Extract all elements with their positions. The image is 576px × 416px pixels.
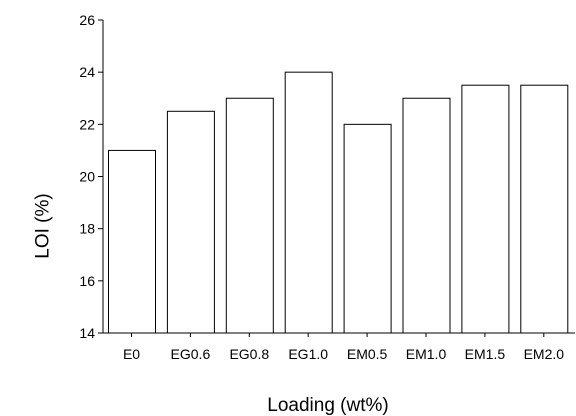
- y-tick-label: 24: [79, 64, 95, 80]
- bar: [403, 98, 450, 333]
- x-tick-label: EM0.5: [347, 346, 388, 362]
- x-tick-label: E0: [123, 346, 140, 362]
- x-tick-label: EM1.5: [465, 346, 506, 362]
- y-tick-label: 20: [79, 169, 95, 185]
- x-axis-title: Loading (wt%): [267, 395, 388, 416]
- bar: [226, 98, 273, 333]
- x-tick-label: EG0.6: [171, 346, 211, 362]
- bar: [109, 150, 156, 333]
- bar: [344, 124, 391, 333]
- y-tick-label: 18: [79, 221, 95, 237]
- bar: [285, 72, 332, 333]
- bar: [167, 111, 214, 333]
- y-tick-label: 22: [79, 116, 95, 132]
- y-axis: 14 16 18 20 22 24 26: [79, 12, 103, 341]
- y-tick-label: 14: [79, 325, 95, 341]
- x-tick-label: EG1.0: [288, 346, 328, 362]
- x-axis: E0 EG0.6 EG0.8 EG1.0 EM0.5 EM1.0 EM1.5 EM2.0: [103, 333, 575, 362]
- x-tick-label: EM1.0: [406, 346, 447, 362]
- y-tick-label: 26: [79, 12, 95, 28]
- y-axis-title: LOI (%): [33, 193, 54, 258]
- x-tick-label: EG0.8: [229, 346, 269, 362]
- bar: [462, 85, 509, 333]
- bar: [521, 85, 568, 333]
- y-tick-label: 16: [79, 273, 95, 289]
- bars-group: [109, 72, 568, 333]
- x-tick-label: EM2.0: [524, 346, 565, 362]
